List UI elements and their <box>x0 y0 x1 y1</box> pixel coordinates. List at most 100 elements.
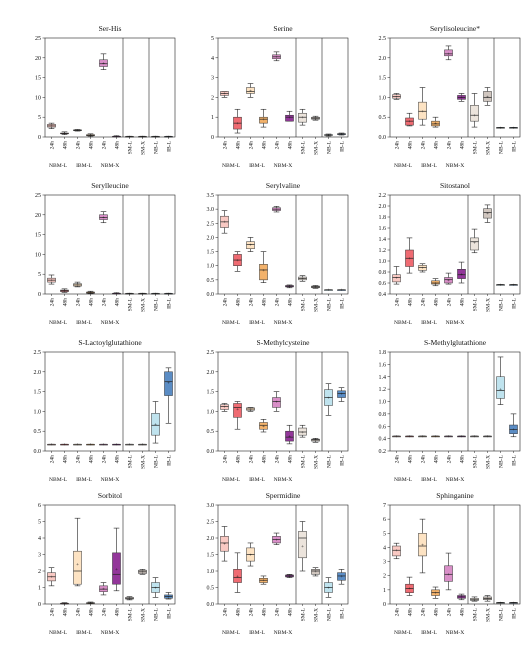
x-tick-label: IB-L <box>340 607 346 618</box>
mean-marker: + <box>141 571 144 576</box>
y-tick-label: 15 <box>35 76 41 82</box>
group-label: NBM-L <box>49 320 68 326</box>
group-label: NBM-X <box>101 477 120 483</box>
mean-marker: + <box>314 570 317 575</box>
x-tick-label: 24h <box>223 608 229 617</box>
mean-marker: + <box>50 443 53 448</box>
mean-marker: + <box>50 279 53 284</box>
group-label: NBM-L <box>394 320 413 326</box>
box <box>298 427 307 436</box>
mean-marker: + <box>408 257 411 262</box>
chart-title: Serylisoleucine* <box>430 24 480 33</box>
y-tick-label: 2.5 <box>207 520 215 526</box>
x-tick-label: NB-L <box>154 454 160 468</box>
group-label: IBM-L <box>76 163 92 169</box>
group-label: IBM-L <box>249 477 265 483</box>
chart-panel: Serine 0 1 2 3 4 5 24h 48h 24h 48h 24h 48h SM-L SM-X NB… <box>211 24 349 169</box>
mean-marker: + <box>262 425 265 430</box>
y-tick-label: 5 <box>383 531 386 537</box>
y-tick-label: 4 <box>38 536 41 542</box>
x-tick-label: 48h <box>460 298 466 307</box>
plot-frame <box>389 504 521 605</box>
group-label: IBM-L <box>76 477 92 483</box>
chart-panel: Serylisoleucine* 0.0 0.5 1.0 1.5 2.0 2.5 24h 48h… <box>379 24 521 169</box>
x-tick-label: 48h <box>460 141 466 150</box>
mean-marker: + <box>340 133 343 138</box>
mean-marker: + <box>473 114 476 119</box>
group-label: NBM-X <box>446 320 465 326</box>
mean-marker: + <box>499 283 502 288</box>
mean-marker: + <box>512 126 515 131</box>
mean-marker: + <box>167 292 170 297</box>
mean-marker: + <box>262 269 265 274</box>
mean-marker: + <box>447 435 450 440</box>
mean-marker: + <box>301 431 304 436</box>
x-tick-label: IB-L <box>340 454 346 465</box>
x-tick-label: IB-L <box>512 607 518 618</box>
y-tick-label: 1.5 <box>34 390 42 396</box>
y-tick-label: 3.0 <box>207 503 215 509</box>
y-tick-label: 0.8 <box>379 412 387 418</box>
mean-marker: + <box>288 435 291 440</box>
x-tick-label: 24h <box>223 455 229 464</box>
y-tick-label: 0.0 <box>379 135 387 141</box>
mean-marker: + <box>63 290 66 295</box>
y-tick-label: 6 <box>383 517 386 523</box>
y-tick-label: 1.0 <box>379 400 387 406</box>
mean-marker: + <box>473 242 476 247</box>
mean-marker: + <box>89 602 92 607</box>
x-tick-label: 24h <box>395 298 401 307</box>
x-tick-label: 24h <box>395 141 401 150</box>
x-tick-label: NB-L <box>327 140 333 154</box>
x-tick-label: 24h <box>275 455 281 464</box>
mean-marker: + <box>89 134 92 139</box>
x-tick-label: 48h <box>236 455 242 464</box>
y-tick-label: 20 <box>35 56 41 62</box>
x-tick-label: SM-X <box>486 298 492 312</box>
mean-marker: + <box>421 435 424 440</box>
y-tick-label: 0 <box>38 135 41 141</box>
mean-marker: + <box>421 110 424 115</box>
box <box>259 422 268 430</box>
y-tick-label: 2.2 <box>379 193 387 199</box>
x-tick-label: IB-L <box>167 454 173 465</box>
mean-marker: + <box>63 602 66 607</box>
y-tick-label: 1.0 <box>207 569 215 575</box>
y-tick-label: 1.4 <box>379 375 387 381</box>
mean-marker: + <box>141 443 144 448</box>
box <box>470 237 479 251</box>
group-label: NBM-L <box>49 163 68 169</box>
box <box>431 120 440 127</box>
x-tick-label: 48h <box>63 608 69 617</box>
mean-marker: + <box>512 283 515 288</box>
mean-marker: + <box>421 266 424 271</box>
x-tick-label: 24h <box>249 455 255 464</box>
mean-marker: + <box>447 53 450 58</box>
x-tick-label: 48h <box>288 608 294 617</box>
mean-marker: + <box>447 279 450 284</box>
x-tick-label: NB-L <box>154 297 160 311</box>
x-tick-label: NB-L <box>499 454 505 468</box>
mean-marker: + <box>141 135 144 140</box>
chart-title: Sitostanol <box>440 181 470 190</box>
chart-title: Sphinganine <box>436 491 474 500</box>
mean-marker: + <box>408 120 411 125</box>
box <box>444 277 453 284</box>
x-tick-label: SM-X <box>486 141 492 155</box>
group-label: NBM-L <box>49 630 68 636</box>
mean-marker: + <box>50 125 53 130</box>
x-tick-label: 48h <box>115 141 121 150</box>
x-tick-label: 48h <box>262 298 268 307</box>
x-tick-label: 48h <box>115 455 121 464</box>
box <box>483 208 492 219</box>
box <box>112 552 121 585</box>
x-tick-label: SM-L <box>128 140 134 154</box>
mean-marker: + <box>314 439 317 444</box>
x-tick-label: 48h <box>288 455 294 464</box>
mean-marker: + <box>288 575 291 580</box>
x-tick-label: 48h <box>236 141 242 150</box>
mean-marker: + <box>512 601 515 606</box>
x-tick-label: NB-L <box>499 297 505 311</box>
group-label: IBM-L <box>421 477 437 483</box>
box <box>99 59 108 67</box>
